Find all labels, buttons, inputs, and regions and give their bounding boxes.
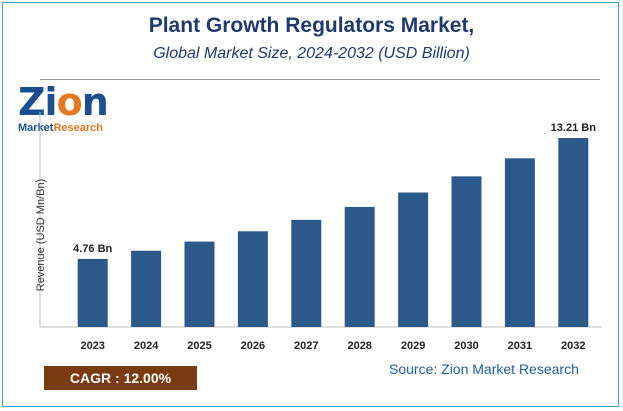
x-tick-label: 2030 xyxy=(454,340,478,352)
bar-2029 xyxy=(398,192,429,327)
x-tick-label: 2025 xyxy=(187,340,211,352)
x-tick-label: 2024 xyxy=(134,340,159,352)
chart-title: Plant Growth Regulators Market, xyxy=(148,14,475,37)
chart-subtitle: Global Market Size, 2024-2032 (USD Billi… xyxy=(153,45,470,62)
bar-2028 xyxy=(344,206,375,327)
x-tick-label: 2031 xyxy=(508,340,532,352)
logo-sub-market: Market xyxy=(18,122,54,134)
title-divider xyxy=(40,79,600,80)
y-axis-label: Revenue (USD Mn/Bn) xyxy=(35,179,47,292)
cagr-badge: CAGR : 12.00% xyxy=(44,366,197,390)
bar-2026 xyxy=(237,231,268,327)
bar-2023 xyxy=(77,258,108,327)
zion-logo: Zion MarketResearch xyxy=(18,80,128,136)
x-tick-label: 2029 xyxy=(401,340,425,352)
logo-sub-research: Research xyxy=(53,122,104,134)
source-note: Source: Zion Market Research xyxy=(389,361,579,377)
bar-2024 xyxy=(131,250,162,327)
logo-wordmark: Zion xyxy=(18,80,109,124)
x-tick-label: 2027 xyxy=(294,340,318,352)
bar-2027 xyxy=(291,219,322,327)
x-tick-label: 2023 xyxy=(80,340,104,352)
bar-2031 xyxy=(504,158,535,327)
chart-frame xyxy=(2,2,619,407)
x-tick-label: 2028 xyxy=(347,340,371,352)
bar-2025 xyxy=(184,241,215,327)
bar-2030 xyxy=(451,176,482,327)
logo-word-pre: Zi xyxy=(18,80,58,124)
x-tick-label: 2026 xyxy=(241,340,265,352)
logo-subtitle: MarketResearch xyxy=(18,122,103,134)
data-label: 13.21 Bn xyxy=(551,122,597,134)
x-tick-label: 2032 xyxy=(561,340,585,352)
logo-word-o: o xyxy=(56,80,83,124)
logo-word-post: n xyxy=(81,80,109,124)
data-label: 4.76 Bn xyxy=(73,243,112,255)
bar-2032 xyxy=(558,138,589,327)
